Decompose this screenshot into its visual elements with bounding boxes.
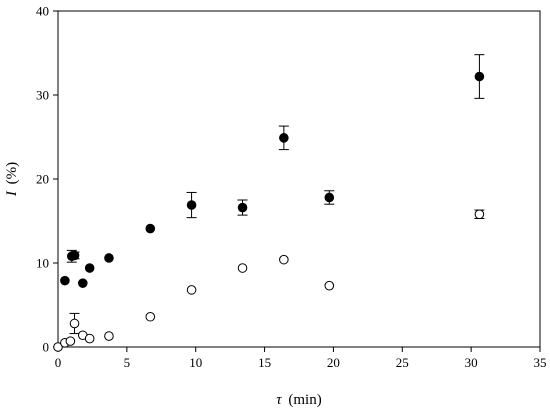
open-data-point bbox=[69, 318, 80, 329]
y-tick-label: 30 bbox=[36, 88, 49, 103]
open-data-point bbox=[474, 209, 485, 220]
y-axis-title: I (%) bbox=[4, 162, 20, 197]
y-axis-unit: (%) bbox=[4, 162, 20, 185]
x-tick-label: 30 bbox=[465, 355, 478, 370]
open-data-point bbox=[104, 331, 114, 341]
x-tick-label: 35 bbox=[534, 355, 547, 370]
filled-data-point bbox=[279, 133, 289, 143]
open-data-point bbox=[324, 280, 335, 291]
filled-data-point bbox=[77, 278, 88, 288]
open-data-point bbox=[237, 263, 248, 273]
x-axis-unit: (min) bbox=[288, 392, 321, 408]
error-bars bbox=[66, 54, 485, 335]
x-tick-label: 5 bbox=[124, 355, 131, 370]
plot-frame bbox=[57, 10, 541, 348]
open-data-point bbox=[279, 254, 289, 265]
filled-data-point bbox=[104, 253, 114, 263]
filled-data-point bbox=[324, 192, 335, 203]
open-data-point bbox=[65, 336, 76, 346]
y-tick-label: 0 bbox=[43, 340, 50, 355]
x-tick-label: 10 bbox=[189, 355, 202, 370]
x-axis-symbol: τ bbox=[276, 392, 282, 408]
open-data-point bbox=[145, 311, 156, 322]
y-axis-symbol: I bbox=[4, 190, 20, 197]
open-data-point bbox=[53, 342, 63, 352]
filled-data-point bbox=[237, 202, 248, 213]
x-tick-label: 25 bbox=[396, 355, 409, 370]
y-tick-label: 40 bbox=[36, 4, 49, 19]
open-data-point bbox=[186, 285, 197, 295]
open-data-point bbox=[84, 333, 95, 344]
x-tick-label: 15 bbox=[258, 355, 271, 370]
y-tick-label: 10 bbox=[36, 256, 49, 271]
x-tick-label: 20 bbox=[327, 355, 340, 370]
x-axis-title: τ (min) bbox=[276, 392, 321, 408]
filled-data-point bbox=[60, 275, 70, 286]
filled-data-point bbox=[145, 223, 156, 234]
data-markers bbox=[53, 71, 485, 352]
filled-data-point bbox=[69, 250, 80, 261]
x-tick-label: 0 bbox=[55, 355, 62, 370]
y-axis-ticks: 0 10 20 30 40 bbox=[36, 4, 58, 355]
filled-data-point bbox=[474, 71, 485, 82]
y-tick-label: 20 bbox=[36, 172, 49, 187]
filled-data-point bbox=[84, 263, 95, 273]
filled-data-point bbox=[186, 200, 197, 210]
x-axis-ticks: 0 5 10 15 20 25 30 35 bbox=[55, 347, 547, 370]
